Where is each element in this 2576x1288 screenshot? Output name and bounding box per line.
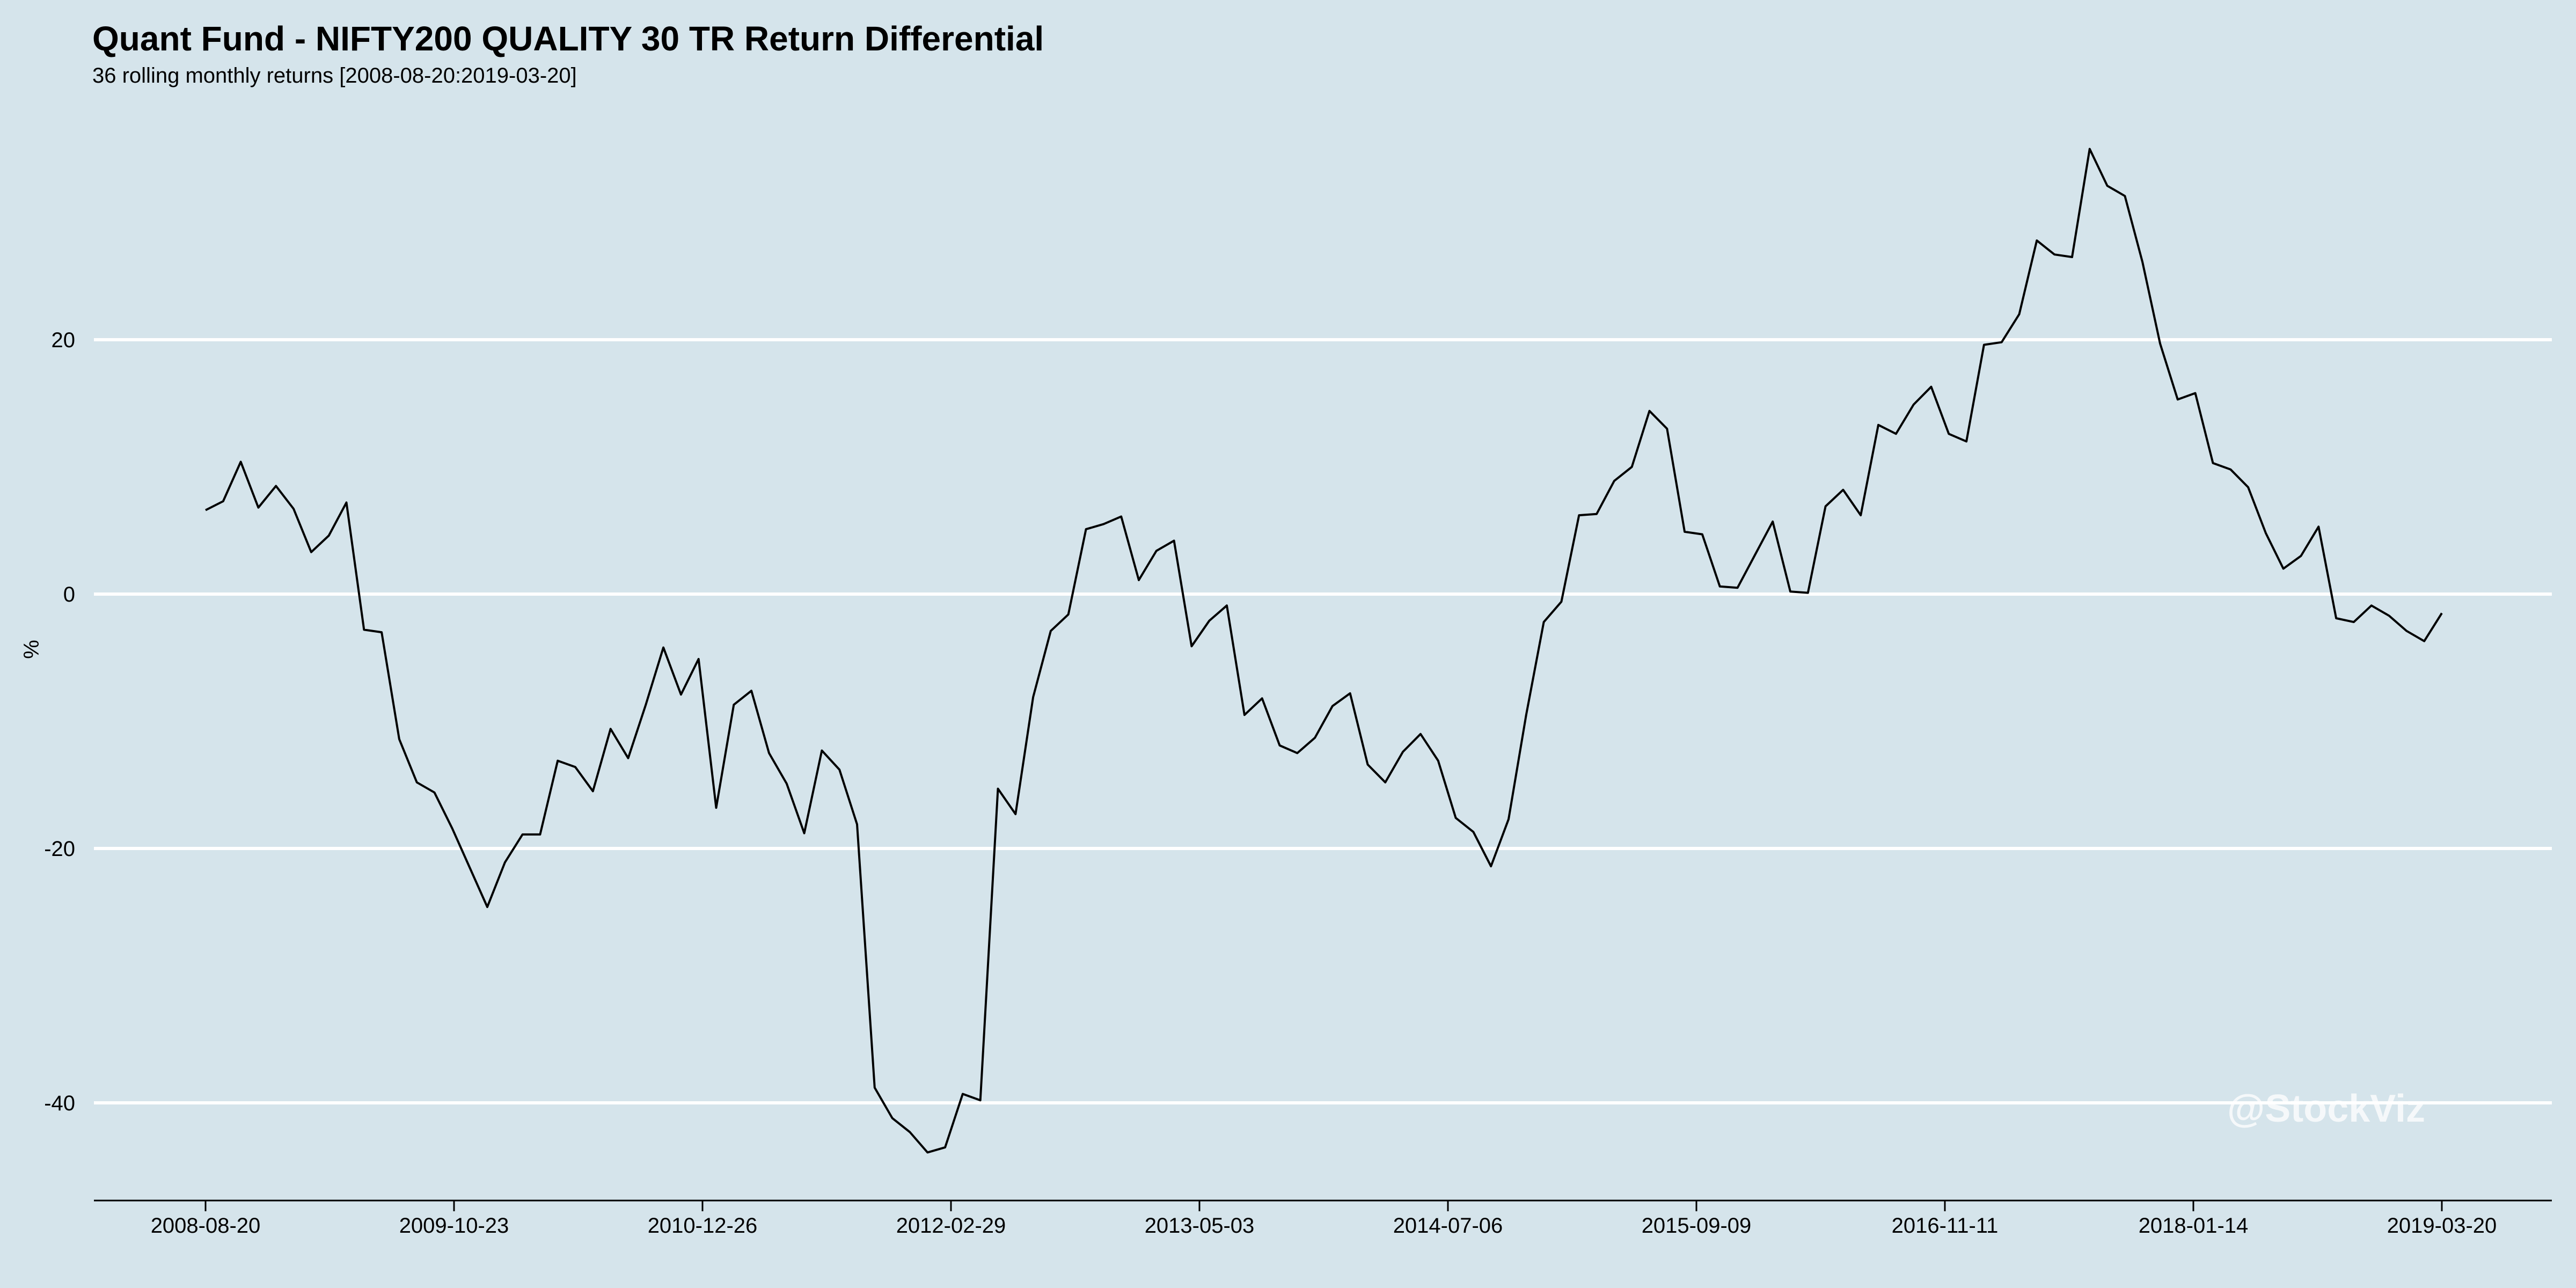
chart-subtitle: 36 rolling monthly returns [2008-08-20:2… xyxy=(92,64,577,87)
y-tick-label: -40 xyxy=(44,1092,75,1115)
x-tick-label: 2019-03-20 xyxy=(2387,1214,2497,1238)
x-tick-label: 2010-12-26 xyxy=(648,1214,758,1238)
x-tick-label: 2009-10-23 xyxy=(399,1214,509,1238)
y-tick-label: 20 xyxy=(52,328,76,352)
x-tick-label: 2008-08-20 xyxy=(151,1214,261,1238)
x-tick-label: 2016-11-11 xyxy=(1892,1214,1999,1238)
chart-title: Quant Fund - NIFTY200 QUALITY 30 TR Retu… xyxy=(92,19,1044,58)
x-tick-label: 2013-05-03 xyxy=(1145,1214,1255,1238)
grid-lines xyxy=(94,338,2552,1104)
y-tick-label: 0 xyxy=(63,583,75,606)
watermark: @StockViz xyxy=(2227,1087,2425,1130)
y-tick-label: -20 xyxy=(44,837,75,861)
series-points xyxy=(204,148,2443,1154)
series-line xyxy=(205,148,2443,1154)
x-tick-label: 2018-01-14 xyxy=(2139,1214,2249,1238)
x-tick-label: 2015-09-09 xyxy=(1642,1214,1752,1238)
y-axis-title: % xyxy=(20,640,43,659)
y-axis-ticks: -40 -20 0 20 xyxy=(44,328,75,1115)
x-tick-label: 2014-07-06 xyxy=(1393,1214,1503,1238)
x-tick-label: 2012-02-29 xyxy=(896,1214,1006,1238)
x-axis-ticks: 2008-08-20 2009-10-23 2010-12-26 2012-02-29… xyxy=(151,1201,2497,1238)
